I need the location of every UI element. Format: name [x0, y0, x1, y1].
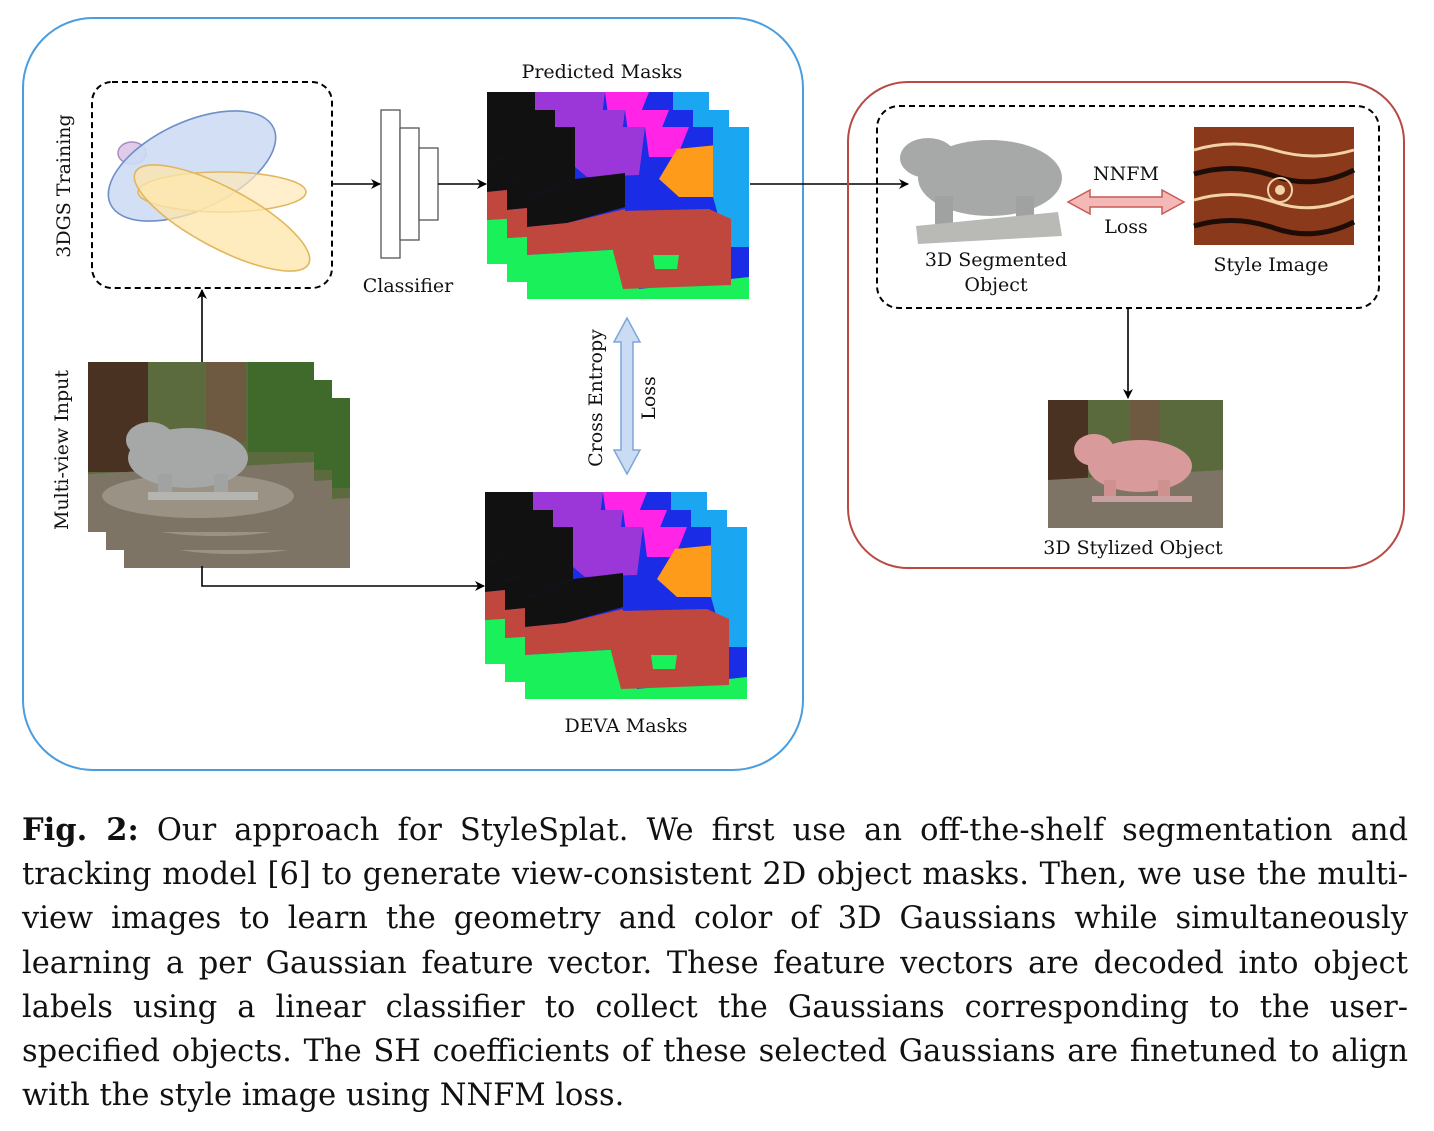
- nnfm-label: NNFM: [1093, 163, 1159, 185]
- deva-masks-stack: [485, 492, 747, 699]
- cross-entropy-label: Cross Entropy: [585, 329, 607, 467]
- caption-label: Fig. 2:: [22, 812, 139, 848]
- segmented-object-label-line1: 3D Segmented: [925, 249, 1067, 271]
- style-image: [1193, 127, 1356, 245]
- multiview-input-label: Multi-view Input: [51, 370, 73, 530]
- classifier-label: Classifier: [363, 275, 454, 297]
- figure-caption: Fig. 2: Our approach for StyleSplat. We …: [22, 808, 1408, 1118]
- predicted-masks-stack: [487, 92, 749, 299]
- training-label: 3DGS Training: [53, 114, 75, 257]
- nnfm-loss-label: Loss: [1104, 216, 1148, 238]
- nnfm-arrow: [1066, 188, 1186, 216]
- stylized-object-label: 3D Stylized Object: [1043, 537, 1223, 559]
- cross-entropy-arrow: [612, 316, 642, 476]
- multiview-input-stack: [88, 362, 350, 568]
- right-panel: [847, 81, 1405, 569]
- segmented-object-image: [900, 138, 1062, 244]
- cross-entropy-loss-label: Loss: [638, 376, 660, 420]
- method-figure: 3DGS Training Classifier Predicted Masks…: [22, 17, 1405, 771]
- left-panel: [22, 17, 804, 771]
- predicted-masks-label: Predicted Masks: [522, 61, 683, 83]
- training-box: [91, 81, 333, 289]
- deva-masks-label: DEVA Masks: [564, 715, 687, 737]
- stylized-object-image: [1048, 400, 1223, 528]
- segmented-object-label-line2: Object: [964, 274, 1028, 296]
- arrow-input-to-deva: [201, 566, 485, 591]
- gaussian-ellipses: [107, 110, 311, 272]
- style-image-label: Style Image: [1213, 254, 1328, 276]
- caption-text: Our approach for StyleSplat. We first us…: [22, 813, 1408, 1114]
- classifier-layers: [380, 109, 439, 259]
